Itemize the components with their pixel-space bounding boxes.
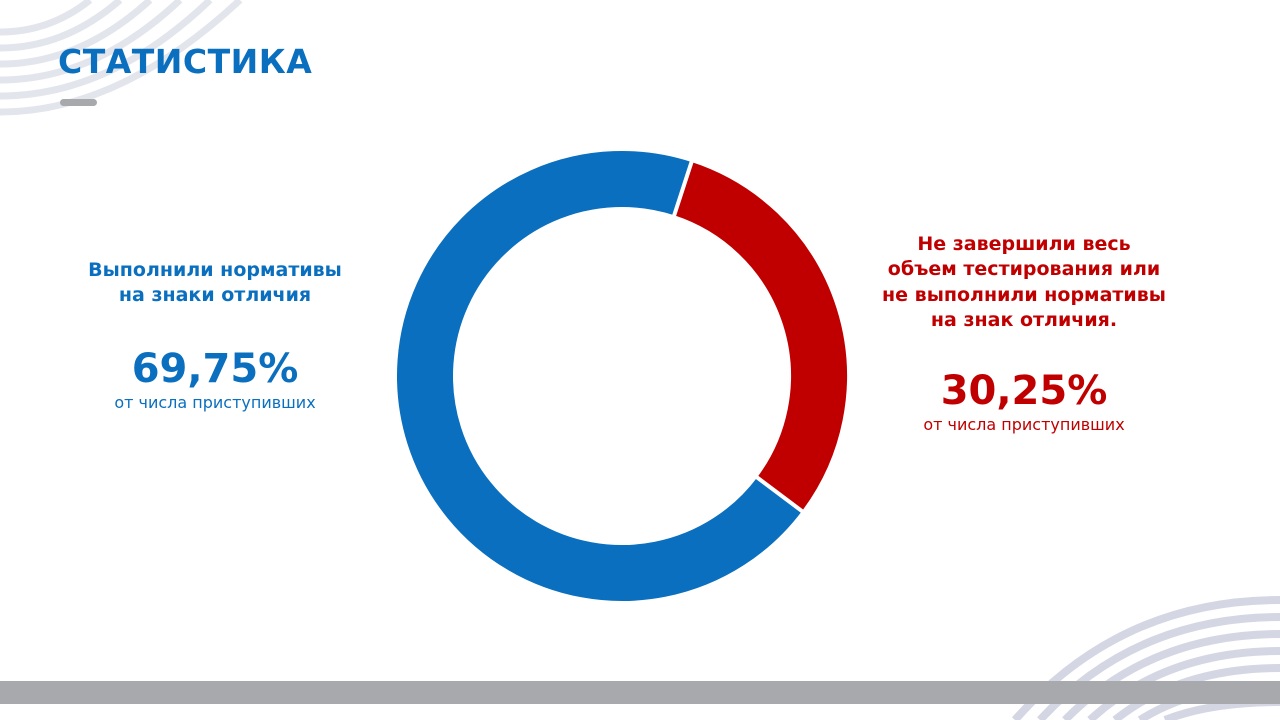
top-left-arc-6 [0,0,93,36]
top-left-arc-5 [0,0,123,52]
donut-separator-1 [754,474,805,514]
title-underline [60,99,97,106]
right-label-line: на знак отличия. [930,308,1118,331]
left-label-line: Выполнили нормативы [88,259,342,281]
right-info: Не завершили весь объем тестирования или… [862,232,1186,436]
left-percent: 69,75% [131,345,299,392]
right-label-line: не выполнили нормативы [882,283,1166,306]
top-left-arc-3 [0,0,183,84]
top-left-arc-2 [0,0,213,100]
donut-separator-2 [671,159,695,218]
bottom-bar [0,681,1280,704]
top-left-arc-1 [0,0,243,116]
left-label-line: на знаки отличия [118,284,312,307]
left-info: Выполнили нормативы на знаки отличия 69,… [60,258,370,413]
donut-slice-2 [673,162,847,512]
bottom-right-arc-4 [1087,647,1280,720]
right-label-line: объем тестирования или [887,258,1161,281]
right-label-line: Не завершили весь [917,233,1131,255]
right-subtext: от числа приступивших [923,415,1125,435]
donut-slice-1 [397,151,802,601]
left-subtext: от числа приступивших [114,392,316,412]
page-title: СТАТИСТИКА [58,42,313,81]
top-left-arc-4 [0,0,153,68]
right-label: Не завершили весь объем тестирования или… [862,232,1186,333]
left-label: Выполнили нормативы на знаки отличия [60,258,370,309]
right-percent: 30,25% [940,368,1108,415]
